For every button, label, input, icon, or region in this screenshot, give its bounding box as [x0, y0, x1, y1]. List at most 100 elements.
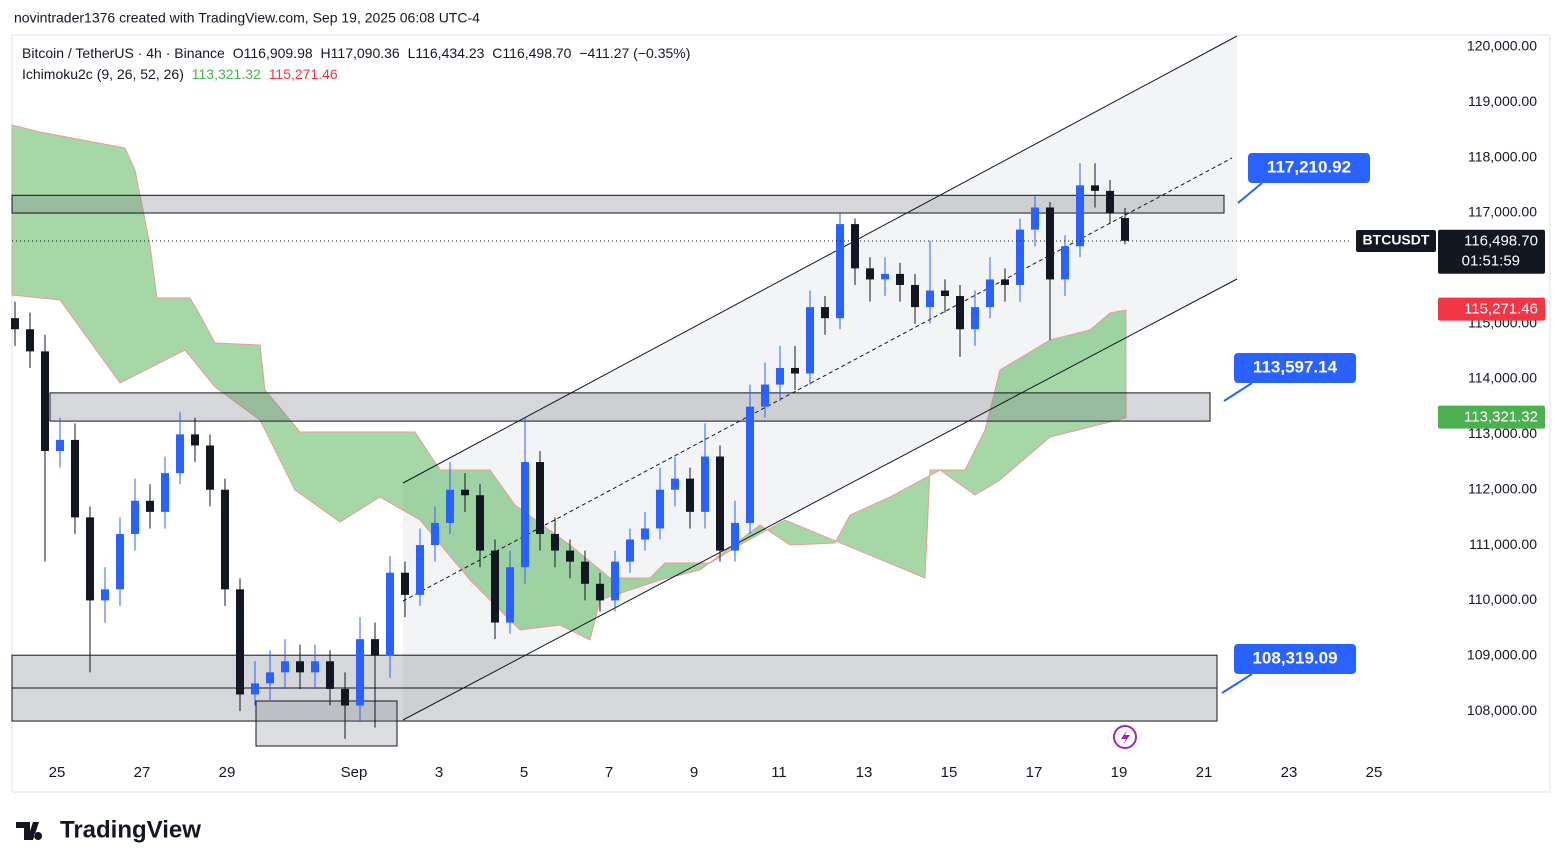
- candle-body: [191, 434, 199, 446]
- candle-body: [626, 539, 634, 562]
- symbol-tag-label: BTCUSDT: [1363, 232, 1430, 248]
- candle-body: [881, 273, 889, 280]
- candle-body: [731, 522, 739, 551]
- candle-body: [611, 561, 619, 601]
- candle-body: [1001, 279, 1009, 285]
- candle-body: [116, 533, 124, 590]
- candle-body: [146, 500, 154, 512]
- candle-body: [131, 500, 139, 534]
- candle-body: [86, 517, 94, 601]
- x-tick-label: 7: [605, 764, 613, 781]
- candle-body: [11, 318, 19, 330]
- candle-body: [821, 307, 829, 319]
- callout-label: 117,210.92: [1267, 157, 1351, 176]
- candle-body: [56, 439, 64, 451]
- price-tag-label: 113,321.32: [1464, 409, 1538, 426]
- y-tick-label: 118,000.00: [1468, 148, 1537, 164]
- zone-inner: [255, 700, 398, 747]
- candle-body: [101, 589, 109, 601]
- y-tick-label: 120,000.00: [1467, 38, 1537, 54]
- x-tick-label: 21: [1196, 764, 1213, 781]
- price-tag: [1438, 297, 1545, 321]
- candle-body: [1121, 218, 1129, 241]
- y-tick-label: 108,000.00: [1467, 702, 1537, 718]
- candle-body: [521, 462, 529, 568]
- candle-body: [446, 489, 454, 523]
- candle-body: [851, 224, 859, 269]
- candle-body: [1106, 190, 1114, 214]
- candle-body: [566, 550, 574, 562]
- x-tick-label: 13: [856, 764, 873, 781]
- candle-body: [476, 495, 484, 551]
- candle-body: [41, 351, 49, 451]
- candle-body: [791, 367, 799, 374]
- candle-body: [236, 589, 244, 695]
- candle-body: [491, 550, 499, 623]
- candle-body: [326, 661, 334, 689]
- x-tick-label: 27: [134, 764, 151, 781]
- candle-body: [161, 473, 169, 512]
- zone: [49, 392, 1211, 422]
- x-tick-label: 15: [941, 764, 958, 781]
- candle-body: [716, 456, 724, 551]
- price-tag-label: 116,498.70: [1464, 233, 1538, 250]
- candle-body: [206, 445, 214, 490]
- x-tick-label: 17: [1026, 764, 1043, 781]
- y-tick-label: 110,000.00: [1468, 591, 1537, 607]
- candle-body: [641, 528, 649, 540]
- candle-body: [596, 583, 604, 601]
- y-tick-label: 112,000.00: [1468, 480, 1537, 496]
- callout-pointer: [1223, 382, 1253, 402]
- candle-body: [761, 384, 769, 407]
- candle-body: [926, 290, 934, 308]
- candle-body: [701, 456, 709, 512]
- candle-body: [356, 639, 364, 706]
- channel-upper: [402, 35, 1238, 484]
- candle-body: [776, 367, 784, 385]
- candle-body: [1091, 185, 1099, 191]
- y-tick-label: 111,000.00: [1469, 536, 1537, 552]
- symbol-tag: [1356, 230, 1436, 252]
- candle-body: [26, 329, 34, 352]
- candle-body: [551, 533, 559, 551]
- candle-body: [251, 683, 259, 695]
- candle-body: [1016, 229, 1024, 285]
- y-tick-label: 117,000.00: [1468, 204, 1537, 220]
- y-tick-label: 113,000.00: [1468, 425, 1537, 441]
- y-tick-label: 114,000.00: [1468, 370, 1537, 386]
- x-tick-label: 3: [435, 764, 443, 781]
- countdown: 01:51:59: [1462, 253, 1520, 270]
- x-tick-label: 25: [1366, 764, 1383, 781]
- header: novintrader1376 created with TradingView…: [14, 10, 480, 26]
- candle-body: [656, 489, 664, 529]
- candle-body: [221, 489, 229, 590]
- candle-body: [416, 545, 424, 595]
- price-tag: [1438, 405, 1545, 429]
- indicator-legend: Ichimoku2c (9, 26, 52, 26) 113,321.32 11…: [22, 66, 338, 82]
- candle-body: [1031, 207, 1039, 230]
- x-tick-label: 11: [771, 764, 787, 781]
- x-tick-label: 29: [219, 764, 236, 781]
- candle-body: [371, 639, 379, 656]
- x-tick-label: 25: [49, 764, 66, 781]
- candle-body: [941, 290, 949, 297]
- candle-body: [71, 439, 79, 518]
- candle-body: [671, 478, 679, 490]
- footer-logo: TradingView: [60, 816, 201, 843]
- channel-lower: [402, 278, 1238, 721]
- y-tick-label: 109,000.00: [1467, 646, 1537, 662]
- x-tick-label: Sep: [341, 764, 368, 781]
- candle-body: [896, 273, 904, 285]
- alert-icon[interactable]: [1113, 725, 1137, 749]
- candle-body: [296, 661, 304, 673]
- candle-body: [461, 489, 469, 496]
- candle-body: [1061, 246, 1069, 280]
- candle-body: [581, 561, 589, 584]
- candle-body: [1076, 185, 1084, 247]
- legend: Bitcoin / TetherUS · 4h · Binance O116,9…: [22, 45, 690, 61]
- candle-body: [281, 661, 289, 673]
- callout-pointer: [1221, 673, 1253, 694]
- price-tag-label: 115,271.46: [1464, 301, 1538, 318]
- candle-body: [746, 406, 754, 523]
